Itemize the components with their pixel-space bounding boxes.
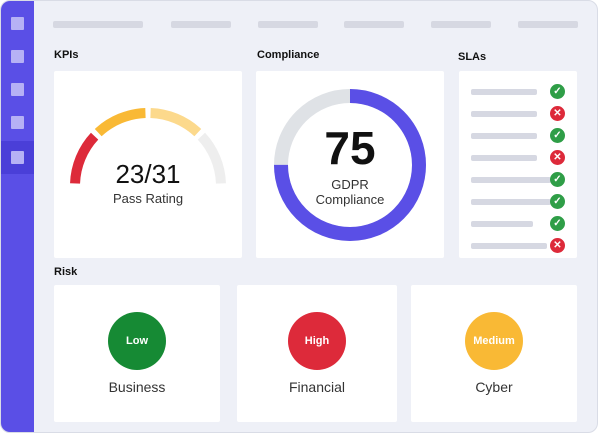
top-nav-item-1[interactable] [53, 21, 143, 28]
sla-row[interactable]: ✓ [471, 127, 569, 145]
risk-caption-business: Business [108, 379, 166, 395]
gauge-segment-amber [94, 108, 146, 137]
risk-badge-high: High [288, 312, 346, 370]
sla-row[interactable]: ✕ [471, 149, 569, 167]
sidebar-item-3-icon[interactable] [11, 83, 24, 96]
sidebar-item-1-icon[interactable] [11, 17, 24, 30]
risk-caption-financial: Financial [288, 379, 346, 395]
risk-badge-medium: Medium [465, 312, 523, 370]
cross-icon: ✕ [550, 106, 565, 121]
cross-icon: ✕ [550, 150, 565, 165]
sla-row-placeholder [471, 111, 537, 117]
sla-row-placeholder [471, 199, 551, 205]
sla-row-placeholder [471, 243, 547, 249]
kpis-heading: KPIs [54, 49, 79, 61]
sidebar-item-4-icon[interactable] [11, 116, 24, 129]
risk-badge-low: Low [108, 312, 166, 370]
compliance-value: 75 [324, 122, 376, 174]
compliance-ring-progress [274, 89, 426, 241]
kpi-card: 23/31 Pass Rating [54, 71, 242, 258]
kpi-subtitle: Pass Rating [112, 191, 184, 206]
risk-heading: Risk [54, 266, 78, 278]
compliance-subtitle-line2: Compliance [315, 192, 385, 207]
kpi-gauge [70, 108, 226, 184]
top-nav-item-2[interactable] [171, 21, 231, 28]
sidebar [1, 1, 34, 432]
sla-row[interactable]: ✕ [471, 237, 569, 255]
sla-row[interactable]: ✓ [471, 215, 569, 233]
gauge-segment-grey [197, 132, 226, 184]
risk-card-cyber: Medium Cyber [411, 285, 577, 422]
top-nav-item-4[interactable] [344, 21, 404, 28]
compliance-ring [274, 89, 426, 241]
sla-card: ✓ ✕ ✓ ✕ ✓ ✓ ✓ ✕ [459, 71, 577, 258]
sla-row-placeholder [471, 221, 533, 227]
risk-caption-cyber: Cyber [475, 379, 513, 395]
compliance-card: 75 GDPR Compliance [256, 71, 444, 258]
sla-row[interactable]: ✓ [471, 83, 569, 101]
sla-row[interactable]: ✓ [471, 171, 569, 189]
sla-row-placeholder [471, 177, 551, 183]
sla-row[interactable]: ✕ [471, 105, 569, 123]
check-icon: ✓ [550, 84, 565, 99]
cross-icon: ✕ [550, 238, 565, 253]
risk-card-financial: High Financial [237, 285, 397, 422]
compliance-subtitle-line1: GDPR [331, 177, 369, 192]
sla-row-placeholder [471, 89, 537, 95]
sidebar-item-5-icon[interactable] [11, 151, 24, 164]
risk-card-business: Low Business [54, 285, 220, 422]
top-nav-item-3[interactable] [258, 21, 318, 28]
sidebar-item-2-icon[interactable] [11, 50, 24, 63]
kpi-value: 23/31 [115, 159, 181, 189]
gauge-segment-light-amber [150, 108, 202, 137]
check-icon: ✓ [550, 128, 565, 143]
check-icon: ✓ [550, 194, 565, 209]
sla-row-placeholder [471, 133, 537, 139]
compliance-heading: Compliance [257, 49, 320, 61]
slas-heading: SLAs [458, 51, 487, 63]
top-nav-item-5[interactable] [431, 21, 491, 28]
top-nav-item-6[interactable] [518, 21, 578, 28]
check-icon: ✓ [550, 216, 565, 231]
gauge-segment-red [70, 132, 99, 184]
check-icon: ✓ [550, 172, 565, 187]
sla-row-placeholder [471, 155, 537, 161]
sla-row[interactable]: ✓ [471, 193, 569, 211]
